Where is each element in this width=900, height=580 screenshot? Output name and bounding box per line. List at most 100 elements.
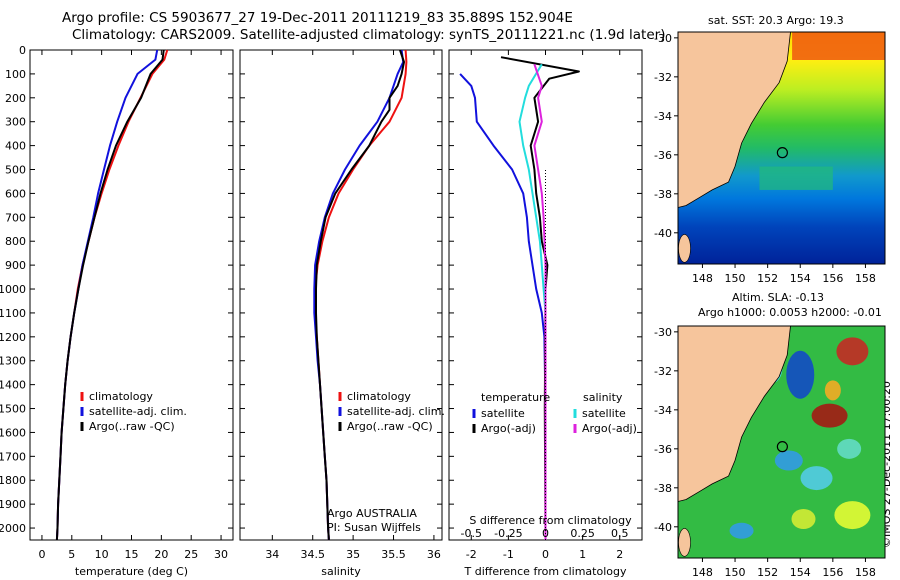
sla-ytick-label: -36 xyxy=(654,443,672,456)
sst-ytick-label: -30 xyxy=(654,32,672,45)
temperature-xtick-label: 25 xyxy=(184,548,198,561)
difference-xtick-label: 0 xyxy=(542,548,549,561)
sst-mid xyxy=(759,166,833,190)
temp-legend-label: Argo(..raw -QC) xyxy=(89,420,175,433)
salinity-xtick-label: 35.5 xyxy=(381,548,406,561)
difference-xtick-label: -1 xyxy=(503,548,514,561)
temperature-series-argo-raw-qc- xyxy=(55,49,165,541)
salinity-xtick-label: 36 xyxy=(427,548,441,561)
sla-xtick-label: 150 xyxy=(725,566,746,579)
sla-anomaly xyxy=(811,403,848,428)
s-diff-xlabel: S difference from climatology xyxy=(469,514,632,527)
depth-tick-label: 800 xyxy=(5,235,26,248)
sst-ytick-label: -32 xyxy=(654,71,672,84)
temperature-xtick-label: 15 xyxy=(125,548,139,561)
depth-tick-label: 2000 xyxy=(0,522,26,535)
salinity-xtick-label: 35 xyxy=(346,548,360,561)
sst-xtick-label: 150 xyxy=(725,272,746,285)
temperature-series-climatology xyxy=(55,49,169,541)
sla-anomaly xyxy=(834,501,871,530)
sla-ytick-label: -38 xyxy=(654,482,672,495)
sst-xtick-label: 148 xyxy=(692,272,713,285)
temperature-xlabel: temperature (deg C) xyxy=(75,565,188,578)
sla-anomaly xyxy=(791,509,816,530)
sla-xtick-label: 148 xyxy=(692,566,713,579)
sla-ytick-label: -32 xyxy=(654,365,672,378)
sla-land xyxy=(678,326,791,502)
sla-anomaly xyxy=(837,438,862,459)
sal-legend-label: satellite-adj. clim. xyxy=(347,405,445,418)
s-diff-tick-label: 0.5 xyxy=(611,527,629,540)
temperature-xtick-label: 20 xyxy=(154,548,168,561)
s-diff-tick-label: -0.25 xyxy=(494,527,522,540)
salinity-xlabel: salinity xyxy=(321,565,361,578)
sla-ytick-label: -40 xyxy=(654,521,672,534)
sst-ytick-label: -36 xyxy=(654,149,672,162)
sla-tasmania xyxy=(678,528,691,557)
argo-program-label: Argo AUSTRALIA xyxy=(327,507,417,520)
difference-series-temperature-satellite xyxy=(459,73,547,540)
sst-warm-core xyxy=(792,32,885,60)
difference-series-salinity-satellite xyxy=(518,63,547,540)
sal-legend-label: climatology xyxy=(347,390,411,403)
sst-ytick-label: -34 xyxy=(654,110,672,123)
depth-tick-label: 1500 xyxy=(0,403,26,416)
sst-map-title: sat. SST: 20.3 Argo: 19.3 xyxy=(708,14,844,27)
depth-tick-label: 1400 xyxy=(0,379,26,392)
sst-tasmania xyxy=(678,234,691,263)
depth-tick-label: 200 xyxy=(5,92,26,105)
sst-ytick-label: -40 xyxy=(654,227,672,240)
header-line-1: Argo profile: CS 5903677_27 19-Dec-2011 … xyxy=(62,10,573,26)
depth-tick-label: 1000 xyxy=(0,283,26,296)
difference-xlabel: T difference from climatology xyxy=(464,565,627,578)
depth-tick-label: 100 xyxy=(5,68,26,81)
salinity-xtick-label: 34 xyxy=(265,548,279,561)
sla-map-title-2: Argo h1000: 0.0053 h2000: -0.01 xyxy=(698,306,882,319)
depth-tick-label: 700 xyxy=(5,211,26,224)
sla-anomaly xyxy=(800,466,833,491)
depth-tick-label: 1100 xyxy=(0,307,26,320)
sla-xtick-label: 156 xyxy=(822,566,843,579)
sla-anomaly xyxy=(774,450,803,471)
sst-xtick-label: 152 xyxy=(757,272,778,285)
depth-tick-label: 1300 xyxy=(0,355,26,368)
pi-label: PI: Susan Wijffels xyxy=(327,521,421,534)
diff-legend-temp-label: satellite xyxy=(481,407,525,420)
diff-legend-sal-label: satellite xyxy=(582,407,626,420)
sst-xtick-label: 154 xyxy=(790,272,811,285)
temperature-series-satellite-adj-clim- xyxy=(55,49,159,541)
s-diff-tick-label: 0 xyxy=(542,527,549,540)
depth-tick-label: 1800 xyxy=(0,474,26,487)
depth-tick-label: 1600 xyxy=(0,426,26,439)
sla-anomaly xyxy=(824,380,841,401)
salinity-series-satellite-adj-clim- xyxy=(313,49,405,541)
depth-tick-label: 900 xyxy=(5,259,26,272)
depth-tick-label: 500 xyxy=(5,164,26,177)
sst-xtick-label: 158 xyxy=(855,272,876,285)
sst-xtick-label: 156 xyxy=(822,272,843,285)
sla-xtick-label: 154 xyxy=(790,566,811,579)
salinity-series-climatology xyxy=(314,49,408,541)
depth-tick-label: 600 xyxy=(5,187,26,200)
sst-ytick-label: -38 xyxy=(654,188,672,201)
sla-map-frame xyxy=(677,325,886,559)
temperature-xtick-label: 10 xyxy=(95,548,109,561)
sla-anomaly xyxy=(729,522,754,539)
sla-ytick-label: -30 xyxy=(654,326,672,339)
difference-xtick-label: 1 xyxy=(579,548,586,561)
difference-xtick-label: -2 xyxy=(466,548,477,561)
header-line-2: Climatology: CARS2009. Satellite-adjuste… xyxy=(72,27,666,43)
difference-series-salinity-argo-adj- xyxy=(533,63,547,540)
sst-map xyxy=(674,31,886,268)
sst-map-frame xyxy=(677,31,886,265)
sla-xtick-label: 152 xyxy=(757,566,778,579)
diff-legend-sal-label: Argo(-adj) xyxy=(582,422,637,435)
salinity-series-argo-raw-qc- xyxy=(315,49,405,541)
temperature-xtick-label: 30 xyxy=(214,548,228,561)
s-diff-tick-label: 0.25 xyxy=(570,527,595,540)
sla-anomaly xyxy=(786,350,815,399)
depth-tick-label: 0 xyxy=(19,44,26,57)
diff-legend-temp-label: Argo(-adj) xyxy=(481,422,536,435)
diff-legend-temp-title: temperature xyxy=(481,391,550,404)
